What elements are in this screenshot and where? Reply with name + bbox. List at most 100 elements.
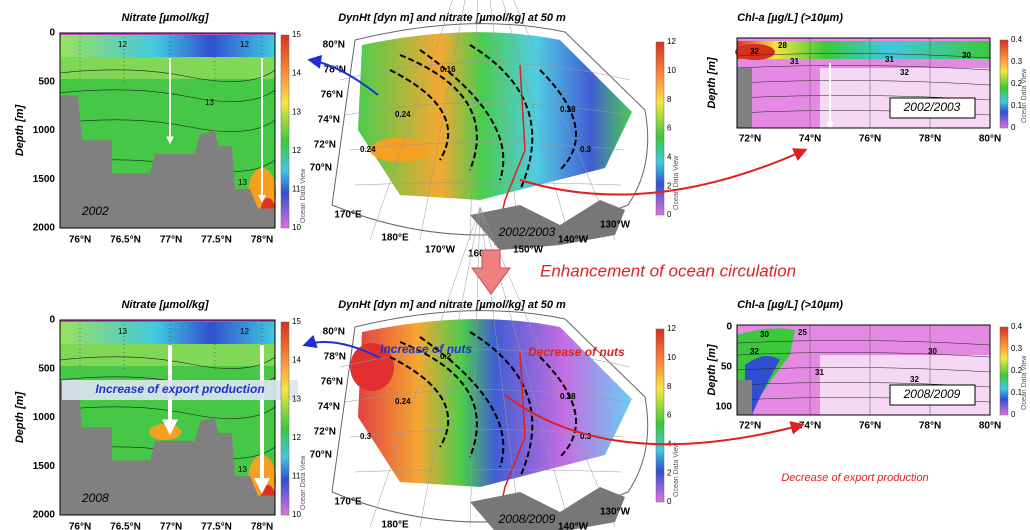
contour (736, 367, 991, 373)
watermark: Ocean Data View (673, 442, 680, 497)
x-tick-label: 78°N (919, 134, 941, 145)
lon-label: 130°W (600, 507, 631, 518)
land (470, 200, 625, 250)
x-tick-label: 77°N (160, 522, 182, 530)
map: DynHt [dyn m] and nitrate [µmol/kg] at 5… (310, 206, 649, 530)
year-box (889, 384, 976, 406)
annotation: Increase of export production (95, 382, 264, 396)
lat-label: 72°N (314, 140, 336, 151)
colorbar-label: 2 (667, 468, 672, 477)
y-tick-label: 1000 (33, 125, 56, 136)
frame (736, 37, 991, 129)
contour (736, 80, 991, 86)
colorbar-label: 12 (667, 37, 676, 46)
grid-arc (339, 62, 631, 81)
lon-label: 170°E (334, 210, 362, 221)
colorbar (999, 326, 1009, 416)
colorbar (280, 34, 290, 229)
colorbar-label: 6 (667, 124, 672, 133)
contour-label: 12 (240, 327, 249, 336)
colorbar-label: 11 (292, 185, 301, 194)
contour-label: 0.24 (395, 110, 411, 119)
map: DynHt [dyn m] and nitrate [µmol/kg] at 5… (310, 0, 649, 260)
lon-label: 140°W (558, 522, 589, 530)
lat-label: 80°N (323, 327, 345, 338)
colorbar-label: 0.1 (1011, 388, 1023, 397)
contour-label: 0.3 (580, 145, 592, 154)
blue-arrow (307, 54, 379, 96)
year: 2002/2003 (498, 225, 556, 239)
colorbar-label: 10 (667, 353, 676, 362)
x-tick-label: 76°N (69, 235, 91, 246)
colorbar-label: 15 (292, 317, 301, 326)
colorbar-label: 0.4 (1011, 322, 1023, 331)
annotation: Decrease of nuts (528, 345, 625, 359)
watermark: Ocean Data View (673, 155, 680, 210)
year: 2008/2009 (498, 512, 556, 526)
contour (59, 119, 276, 132)
red-arrow (519, 148, 808, 196)
colorbar-label: 0 (1011, 410, 1016, 419)
blue-arrow (302, 334, 381, 359)
contour-label: 0.3 (580, 432, 592, 441)
red-arrow (504, 394, 805, 446)
x-tick-label: 77.5°N (201, 522, 232, 530)
y-axis-label: Depth [m] (706, 344, 718, 396)
contour-label: 25 (798, 328, 807, 337)
panel-title: Nitrate [µmol/kg] (121, 12, 208, 24)
contour-label: 32 (750, 347, 759, 356)
contour-label: 13 (238, 465, 247, 474)
colorbar (655, 328, 665, 503)
y-tick-label: 50 (721, 362, 733, 373)
contour-label: 30 (962, 51, 971, 60)
colorbar-label: 6 (667, 411, 672, 420)
contour-label: 31 (815, 368, 824, 377)
colorbar-label: 0.3 (1011, 57, 1023, 66)
y-tick-label: 0 (726, 322, 732, 333)
lat-label: 74°N (318, 115, 340, 126)
colorbar-label: 0.2 (1011, 366, 1023, 375)
y-axis-label: Depth [m] (14, 105, 26, 157)
x-tick-label: 76.5°N (110, 235, 141, 246)
x-tick-label: 76.5°N (110, 522, 141, 530)
colorbar-label: 12 (292, 433, 301, 442)
year-box (889, 97, 976, 119)
contour (59, 406, 276, 419)
shelf-high (350, 343, 394, 391)
frame (59, 319, 276, 516)
lon-label: 150°W (513, 245, 544, 256)
lon-label: 170°E (334, 497, 362, 508)
dynht-contour (389, 69, 450, 161)
x-tick-label: 78°N (251, 235, 273, 246)
colorbar-label: 0 (667, 497, 672, 506)
contour-label: 13 (205, 98, 214, 107)
x-tick-label: 76°N (859, 134, 881, 145)
x-tick-label: 78°N (919, 421, 941, 432)
contour-label: 13 (118, 327, 127, 336)
colorbar-label: 14 (292, 69, 301, 78)
lat-label: 78°N (324, 65, 346, 76)
colorbar-label: 15 (292, 30, 301, 39)
contour-label: 0.24 (395, 397, 411, 406)
watermark: Ocean Data View (300, 168, 307, 223)
contour-label: 32 (900, 68, 909, 77)
lat-label: 74°N (318, 402, 340, 413)
panel-title: Nitrate [µmol/kg] (121, 299, 208, 311)
x-tick-label: 77°N (160, 235, 182, 246)
annotation: Increase of nuts (380, 342, 472, 356)
seafloor (737, 68, 752, 128)
lat-label: 70°N (310, 450, 332, 461)
grid-meridian (489, 0, 521, 241)
panel-title: DynHt [dyn m] and nitrate [µmol/kg] at 5… (338, 299, 566, 311)
contour-label: 0.28 (560, 105, 576, 114)
contour-label: 32 (750, 47, 759, 56)
grid-meridian (469, 206, 481, 528)
headline: Enhancement of ocean circulation (540, 261, 796, 280)
lon-label: 130°W (600, 220, 631, 231)
mid-band (60, 344, 275, 366)
lon-label: 180°E (381, 520, 409, 530)
contour (736, 340, 991, 346)
contour-label: 32 (910, 375, 919, 384)
lat-label: 78°N (324, 352, 346, 363)
dynht-contour (539, 356, 577, 458)
